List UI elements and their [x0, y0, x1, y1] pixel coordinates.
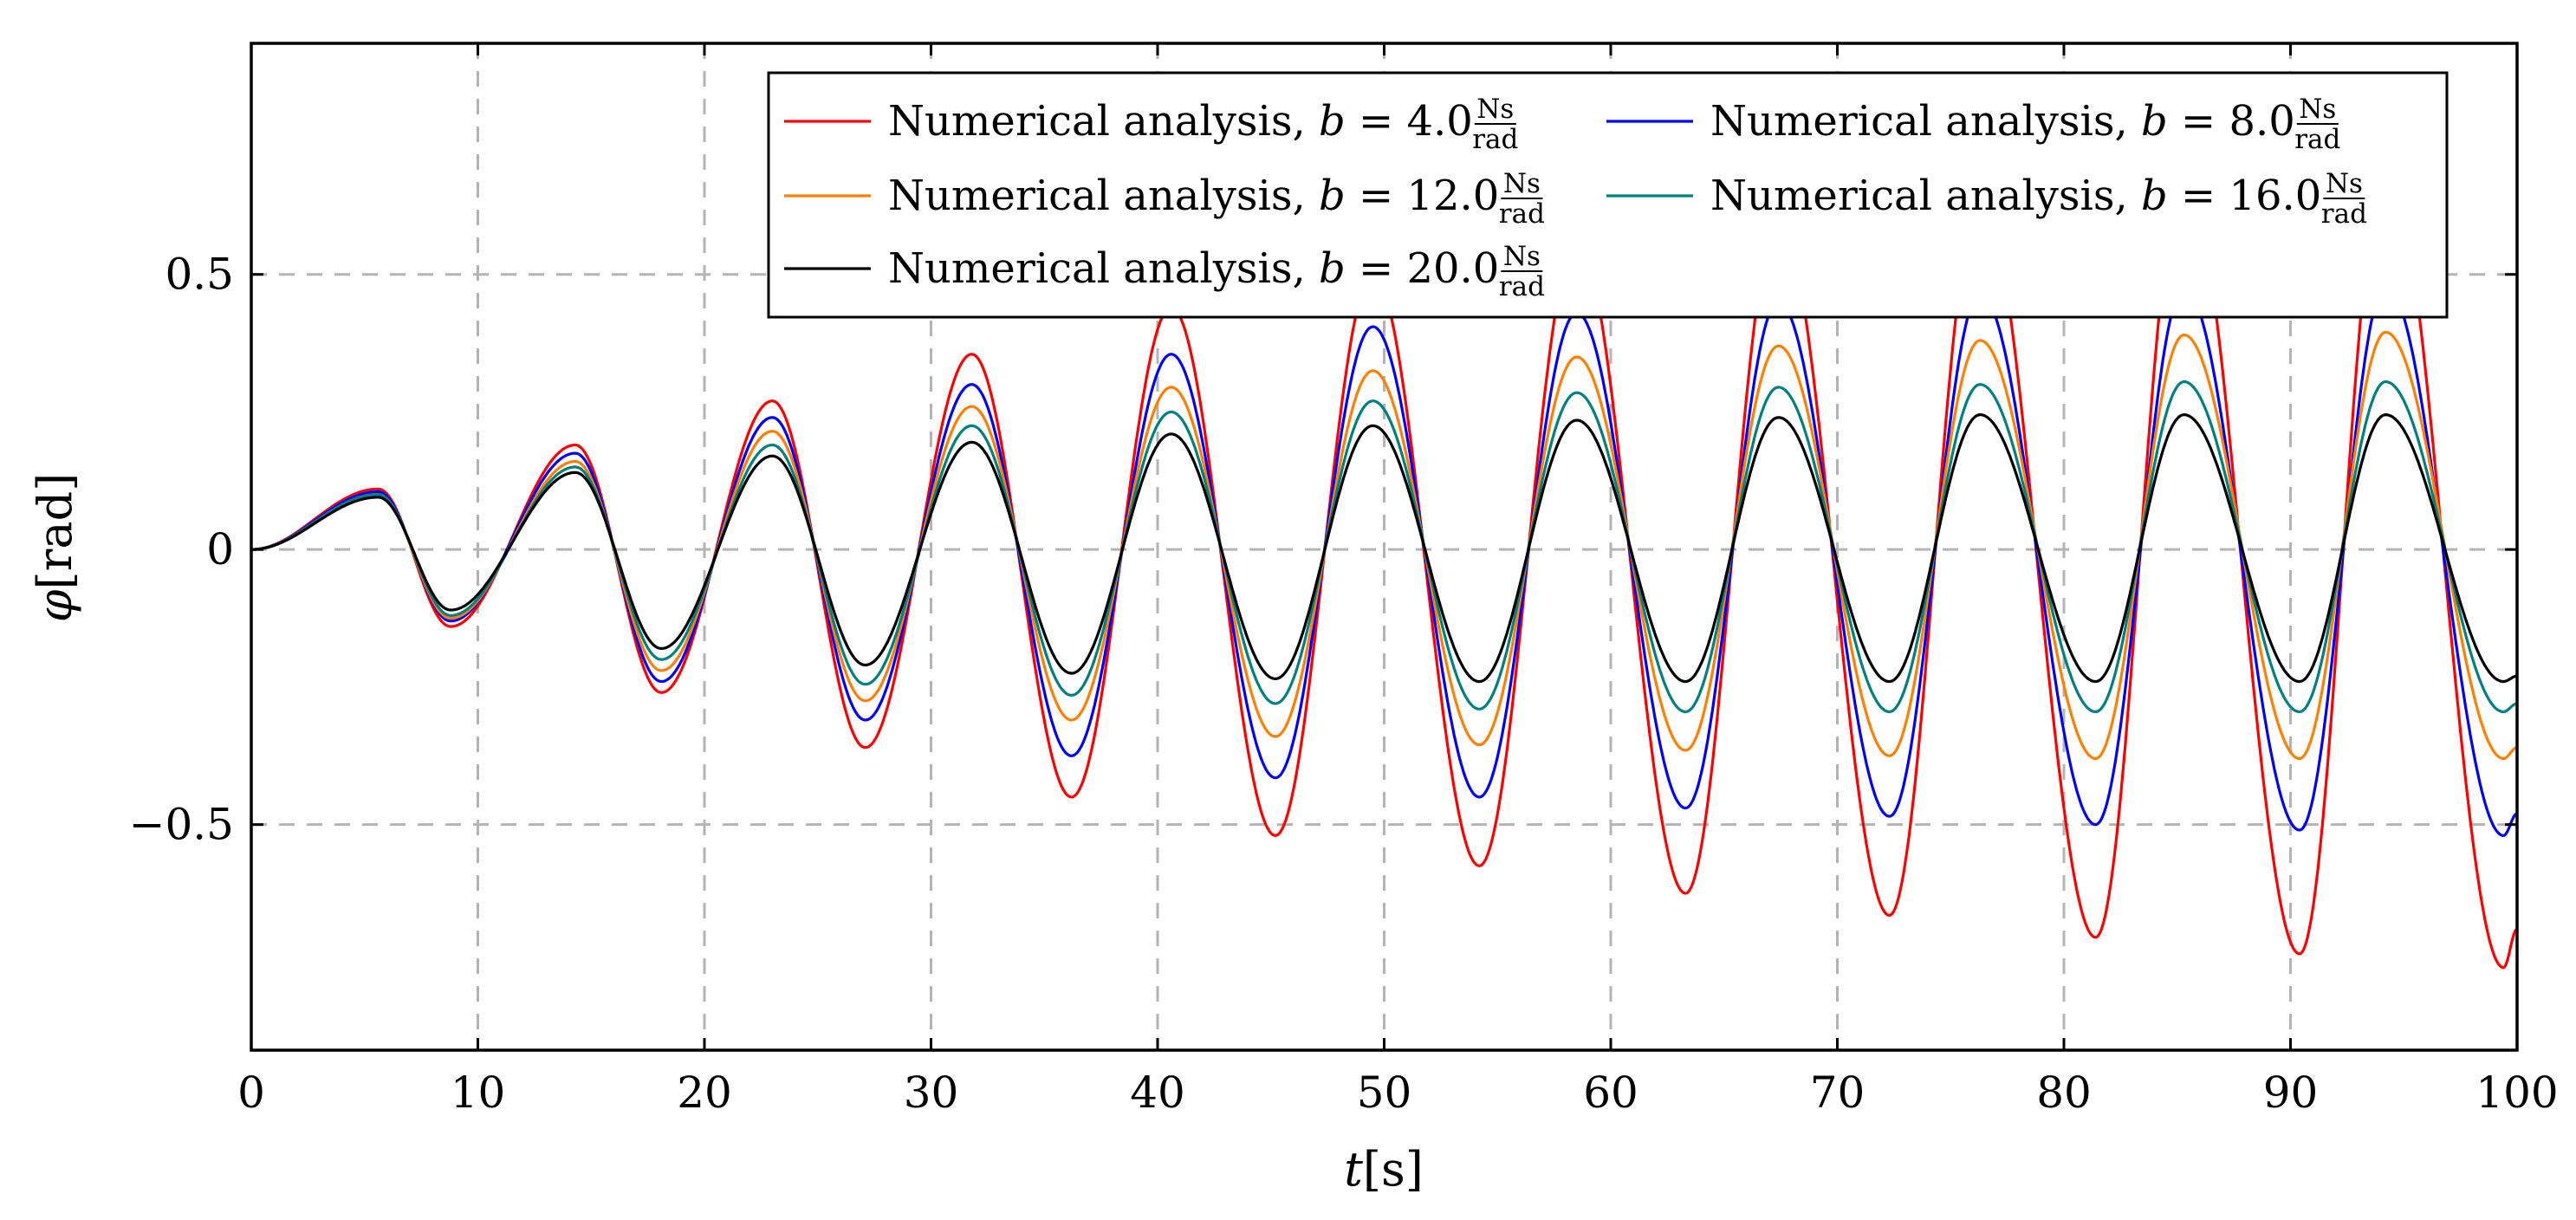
x-tick-label: 80	[2036, 1068, 2092, 1118]
legend-unit-denominator: rad	[2294, 124, 2340, 155]
legend-unit-numerator: Ns	[1503, 168, 1541, 199]
legend-unit-numerator: Ns	[1503, 241, 1541, 272]
x-tick-label: 90	[2263, 1068, 2319, 1118]
x-tick-label: 0	[237, 1068, 265, 1118]
series-line-5	[251, 413, 2517, 684]
legend-unit-numerator: Ns	[2326, 168, 2363, 199]
x-tick-label: 70	[1810, 1068, 1865, 1118]
axis-ticks	[250, 43, 2519, 1050]
legend-unit-numerator: Ns	[1476, 94, 1514, 125]
x-axis-label: t[s]	[1344, 1142, 1424, 1197]
x-tick-label: 100	[2475, 1068, 2558, 1118]
x-tick-label: 30	[904, 1068, 959, 1118]
legend-label: Numerical analysis, b = 8.0	[1710, 97, 2295, 146]
y-tick-label: −0.5	[129, 800, 234, 850]
legend-unit-denominator: rad	[2321, 198, 2367, 230]
legend-unit-denominator: rad	[1472, 124, 1518, 155]
series-lines	[251, 163, 2517, 970]
y-tick-label: 0.5	[165, 250, 234, 300]
legend-label: Numerical analysis, b = 20.0	[888, 244, 1499, 293]
x-tick-label: 40	[1130, 1068, 1185, 1118]
y-axis-label: φ[rad]	[28, 473, 82, 623]
x-tick-label: 10	[451, 1068, 506, 1118]
x-tick-label: 60	[1583, 1068, 1638, 1118]
y-axis-unit: [rad]	[28, 473, 82, 590]
legend-label: Numerical analysis, b = 4.0	[888, 97, 1473, 146]
legend-label: Numerical analysis, b = 16.0	[1710, 172, 2321, 220]
x-tick-label: 50	[1357, 1068, 1412, 1118]
y-axis-var: φ	[28, 589, 82, 622]
x-axis-var: t	[1344, 1142, 1363, 1197]
legend-label: Numerical analysis, b = 12.0	[888, 172, 1499, 220]
series-line-2	[251, 283, 2517, 837]
legend-unit-numerator: Ns	[2299, 94, 2336, 125]
legend-unit-denominator: rad	[1499, 271, 1545, 302]
y-tick-label: 0	[206, 524, 234, 574]
x-axis-unit: [s]	[1363, 1142, 1424, 1197]
legend-unit-denominator: rad	[1499, 198, 1545, 230]
x-tick-label: 20	[677, 1068, 732, 1118]
